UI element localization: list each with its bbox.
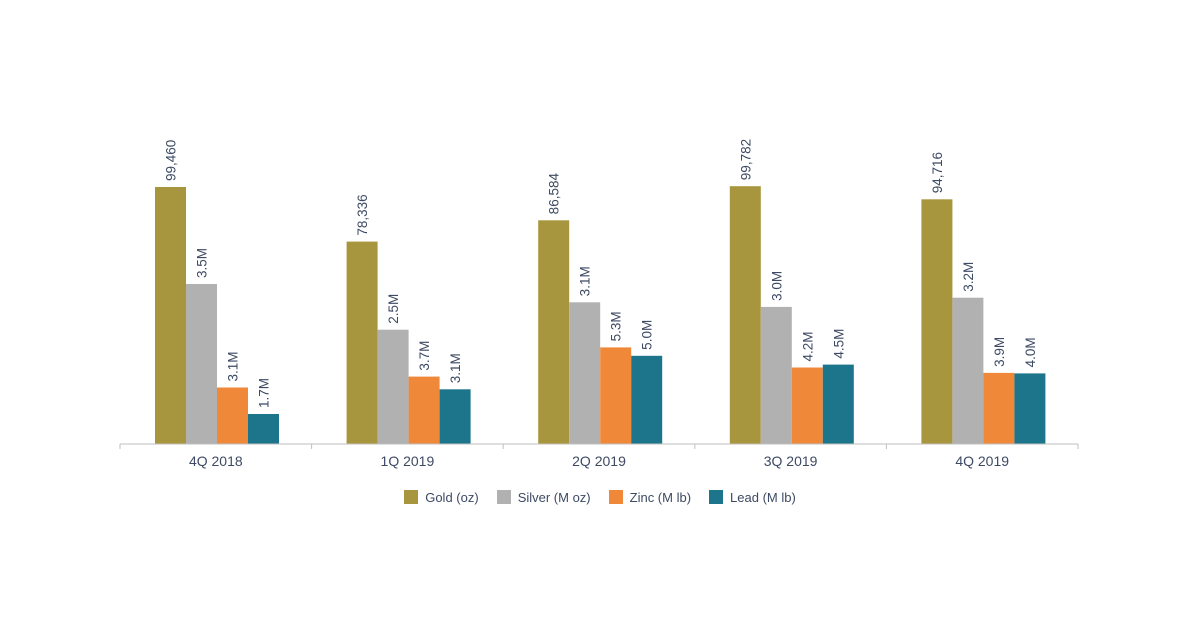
bar-silver-3 (569, 302, 601, 444)
data-label-zinc-3: 5.3M (609, 311, 624, 341)
bar-gold-4 (729, 186, 761, 444)
legend-label-zinc: Zinc (M lb) (629, 489, 692, 505)
data-label-lead-4: 4.5M (831, 329, 846, 359)
data-label-gold-3: 86,584 (547, 173, 562, 215)
bar-lead-1 (248, 414, 279, 444)
data-label-gold-5: 94,716 (930, 152, 945, 193)
x-axis: 4Q 2018 1Q 2019 2Q 2019 3Q 2019 4Q 2019 (119, 443, 1079, 469)
bar-zinc-3 (600, 347, 632, 444)
data-label-lead-5: 4.0M (1023, 337, 1038, 367)
bar-zinc-4 (791, 367, 823, 444)
data-label-silver-1: 3.5M (195, 248, 210, 278)
bar-zinc-5 (983, 372, 1015, 444)
data-label-gold-1: 99,460 (164, 140, 179, 181)
data-label-zinc-1: 3.1M (226, 351, 241, 381)
data-label-silver-4: 3.0M (769, 271, 784, 301)
bar-gold-1 (155, 187, 186, 444)
data-label-silver-5: 3.2M (961, 262, 976, 292)
bar-silver-1 (186, 284, 217, 444)
bar-lead-2 (439, 389, 471, 444)
bar-lead-5 (1014, 373, 1046, 444)
x-tick-label-1: 4Q 2018 (189, 453, 243, 469)
bar-zinc-1 (217, 387, 248, 444)
data-label-gold-2: 78,336 (355, 194, 370, 235)
bar-silver-5 (952, 297, 984, 444)
data-label-gold-4: 99,782 (738, 139, 753, 180)
bar-lead-4 (822, 364, 854, 444)
data-label-lead-2: 3.1M (448, 353, 463, 383)
legend-swatch-zinc (608, 490, 623, 504)
data-label-zinc-2: 3.7M (417, 341, 432, 371)
legend-swatch-lead (709, 490, 724, 504)
x-tick-label-2: 1Q 2019 (381, 453, 435, 469)
data-labels-layer: 99,460 3.5M 3.1M 1.7M 78,336 2.5M 3.7M 3.1M 86,5… (164, 139, 1038, 408)
bar-gold-3 (538, 220, 570, 444)
legend-swatch-gold (404, 490, 419, 504)
legend-item-zinc: Zinc (M lb) (608, 489, 692, 505)
data-label-lead-3: 5.0M (640, 320, 655, 350)
bar-zinc-2 (408, 376, 440, 444)
legend-label-gold: Gold (oz) (425, 489, 479, 505)
legend-item-silver: Silver (M oz) (496, 489, 591, 505)
legend-label-silver: Silver (M oz) (517, 489, 591, 505)
legend-item-gold: Gold (oz) (404, 489, 479, 505)
bar-lead-3 (631, 355, 663, 444)
x-tick-label-3: 2Q 2019 (572, 453, 626, 469)
x-tick-label-4: 3Q 2019 (764, 453, 818, 469)
data-label-silver-2: 2.5M (386, 294, 401, 324)
data-label-zinc-5: 3.9M (992, 337, 1007, 367)
data-label-lead-1: 1.7M (257, 378, 272, 408)
legend-label-lead: Lead (M lb) (730, 489, 796, 505)
chart-legend: Gold (oz) Silver (M oz) Zinc (M lb) Lead… (0, 486, 1200, 508)
bars-layer (155, 186, 1046, 444)
legend-swatch-silver (496, 490, 511, 504)
bar-silver-4 (760, 306, 792, 444)
bar-gold-5 (921, 199, 953, 444)
data-label-silver-3: 3.1M (578, 266, 593, 296)
bar-silver-2 (377, 329, 409, 444)
x-tick-label-5: 4Q 2019 (955, 453, 1009, 469)
legend-item-lead: Lead (M lb) (709, 490, 796, 505)
data-label-zinc-4: 4.2M (800, 331, 815, 361)
bar-gold-2 (346, 241, 378, 444)
